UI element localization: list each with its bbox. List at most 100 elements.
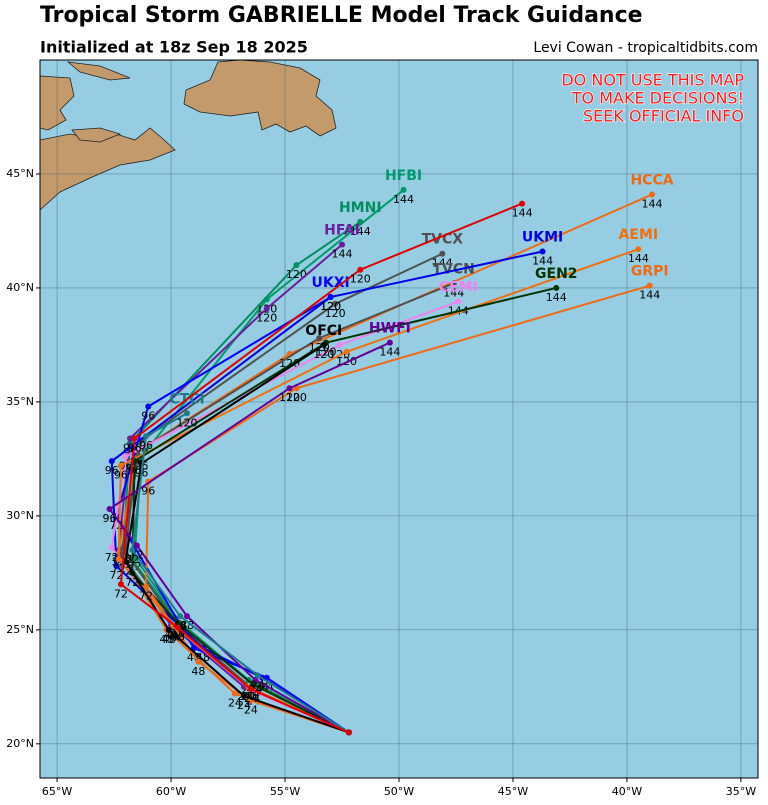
hour-label: 120 xyxy=(279,391,300,404)
track-point xyxy=(133,542,140,549)
hour-label: 96 xyxy=(103,512,117,525)
track-point xyxy=(247,686,254,693)
track-point xyxy=(250,681,257,688)
track-point xyxy=(145,403,152,410)
track-point xyxy=(450,280,457,287)
hour-label: 144 xyxy=(393,193,414,206)
hour-label: 120 xyxy=(316,346,337,359)
hour-label: 120 xyxy=(286,268,307,281)
hour-label: 144 xyxy=(532,254,553,267)
track-point xyxy=(455,298,462,305)
y-tick-label: 30°N xyxy=(6,509,34,522)
track-point xyxy=(177,613,184,620)
track-point xyxy=(263,305,270,312)
track-point xyxy=(519,200,526,207)
track-name: HMNI xyxy=(339,200,382,216)
track-point xyxy=(649,191,656,198)
track-point xyxy=(184,410,191,417)
track-name: OFCI xyxy=(305,323,342,339)
track-point xyxy=(142,433,149,440)
track-point xyxy=(386,339,393,346)
hour-label: 120 xyxy=(313,348,334,361)
track-point xyxy=(174,620,181,627)
y-tick-label: 25°N xyxy=(6,623,34,636)
hour-label: 144 xyxy=(628,252,649,265)
x-tick-label: 50°W xyxy=(384,785,414,798)
hour-label: 144 xyxy=(379,346,400,359)
track-point xyxy=(332,300,339,307)
track-point xyxy=(115,556,122,563)
hour-label: 48 xyxy=(160,633,174,646)
track-point xyxy=(254,672,261,679)
land xyxy=(66,61,131,81)
track-point xyxy=(400,186,407,193)
track-name: HWFI xyxy=(369,321,411,337)
hour-label: 96 xyxy=(141,409,155,422)
hour-label: 96 xyxy=(139,439,153,452)
x-tick-label: 55°W xyxy=(270,785,300,798)
hour-label: 120 xyxy=(325,307,346,320)
track-point xyxy=(320,341,327,348)
track-point xyxy=(113,563,120,570)
x-tick-label: 60°W xyxy=(156,785,186,798)
track-point xyxy=(293,262,300,269)
credit: Levi Cowan - tropicaltidbits.com xyxy=(533,40,758,56)
hour-label: 96 xyxy=(118,460,132,473)
track-point xyxy=(343,348,350,355)
track-point xyxy=(165,626,172,633)
hour-label: 24 xyxy=(244,704,258,717)
title: Tropical Storm GABRIELLE Model Track Gui… xyxy=(40,3,643,28)
y-tick-label: 35°N xyxy=(6,395,34,408)
track-point xyxy=(286,385,293,392)
track-point xyxy=(142,583,149,590)
y-tick-label: 40°N xyxy=(6,281,34,294)
hour-label: 48 xyxy=(180,619,194,632)
track-point xyxy=(327,294,334,301)
hour-label: 96 xyxy=(128,441,142,454)
track-point xyxy=(131,435,138,442)
hour-label: 144 xyxy=(432,257,453,270)
x-tick-label: 40°W xyxy=(612,785,642,798)
hour-label: 48 xyxy=(171,631,185,644)
axes: 65°W 60°W 55°W 50°W 45°W 40°W 35°W 20°N 25°N 30°N… xyxy=(6,167,756,798)
track-name: HFBI xyxy=(385,168,422,184)
track-point xyxy=(241,692,248,699)
hour-label: 24 xyxy=(251,678,265,691)
warning-line: DO NOT USE THIS MAP xyxy=(561,71,744,90)
hour-label: 144 xyxy=(546,291,567,304)
track-name: CEMI xyxy=(439,280,478,296)
track-point xyxy=(127,435,134,442)
x-tick-label: 45°W xyxy=(498,785,528,798)
subtitle: Initialized at 18z Sep 18 2025 xyxy=(40,38,308,57)
hour-label: 96 xyxy=(141,485,155,498)
track-name: UKMI xyxy=(522,229,563,245)
hour-label: 72 xyxy=(109,569,123,582)
track-point xyxy=(336,341,343,348)
hour-label: 24 xyxy=(244,692,258,705)
hour-label: 120 xyxy=(286,391,307,404)
hour-label: 72 xyxy=(118,564,132,577)
track-point xyxy=(439,250,446,257)
hour-label: 48 xyxy=(191,665,205,678)
track-point xyxy=(195,658,202,665)
track-point xyxy=(108,458,115,465)
track-point xyxy=(117,581,124,588)
hour-label: 24 xyxy=(237,699,251,712)
track-point xyxy=(539,248,546,255)
track-name: UKXI xyxy=(312,275,350,291)
track-name: TVCN xyxy=(433,261,475,277)
hour-label: 144 xyxy=(350,225,371,238)
hour-label: 144 xyxy=(512,207,533,220)
track-point xyxy=(106,506,113,513)
track-name: HCCA xyxy=(630,172,673,188)
hour-label: 144 xyxy=(639,289,660,302)
hour-label: 120 xyxy=(320,300,341,313)
track-point xyxy=(345,729,352,736)
hour-label: 48 xyxy=(162,633,176,646)
track-name: AEMI xyxy=(619,227,659,243)
hour-label: 144 xyxy=(642,197,663,210)
tracks-layer: 24 48 72 96 120 144 HFBI 24 48 72 96 120 144 HMNI 24 48… xyxy=(103,168,674,736)
warning-line: SEEK OFFICIAL INFO xyxy=(583,107,744,126)
